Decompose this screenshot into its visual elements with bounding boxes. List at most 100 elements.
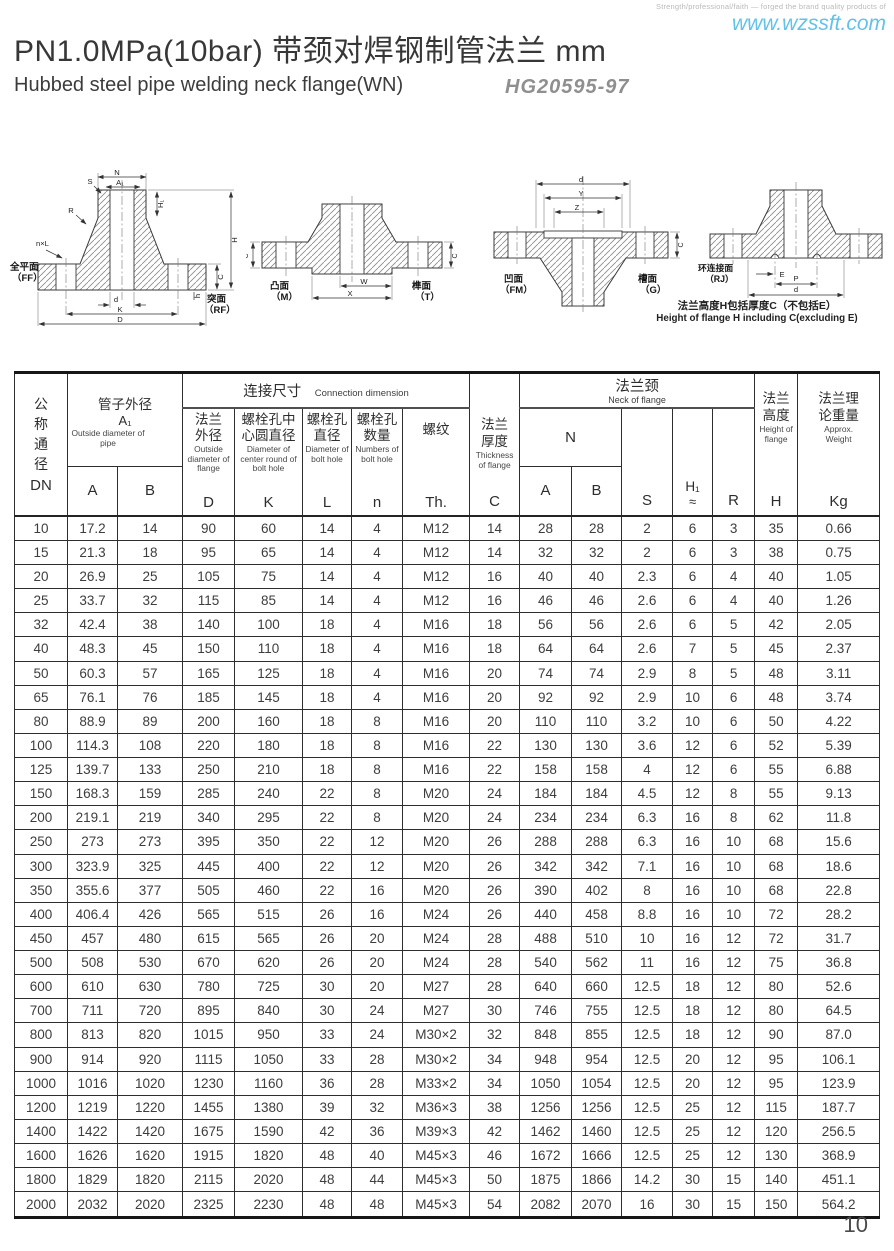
table-cell: 220	[182, 732, 235, 759]
dim-label-c: C	[678, 242, 683, 247]
table-cell: 21.3	[67, 539, 118, 566]
col-header-neck-b: B	[571, 465, 623, 517]
table-cell: 1020	[117, 1070, 183, 1096]
table-cell: 350	[14, 877, 68, 903]
table-cell: M16	[401, 708, 471, 734]
table-cell: 33	[302, 1022, 352, 1048]
table-cell: 125	[234, 660, 303, 686]
table-cell: 60	[234, 514, 303, 541]
table-cell: 12	[712, 974, 756, 1000]
drawing-flange-m-t: W X C C 凸面 （M） 榫面 （T）	[246, 196, 458, 303]
table-cell: 1015	[182, 1022, 235, 1048]
table-cell: 240	[234, 781, 303, 807]
table-cell: 1230	[182, 1070, 235, 1096]
table-cell: 16	[672, 949, 714, 976]
table-cell: 46	[469, 1142, 521, 1169]
table-cell: 2070	[571, 1191, 623, 1218]
table-cell: 32	[519, 539, 573, 566]
table-cell: 900	[14, 1046, 68, 1072]
face-label-g: 槽面	[638, 273, 658, 285]
table-cell: 48	[302, 1142, 352, 1169]
table-cell: 755	[571, 998, 623, 1024]
table-cell: 12.5	[621, 1070, 674, 1096]
flange-od-cn: 法兰外径	[195, 411, 222, 443]
table-cell: 16	[672, 829, 714, 855]
table-cell: 12	[672, 732, 714, 759]
table-cell: 24	[351, 998, 403, 1024]
col-group-neck: 法兰颈 Neck of flange	[519, 372, 756, 409]
dim-label-c: C	[216, 274, 225, 280]
table-cell: 16	[351, 877, 403, 903]
bolt-circle-cn: 螺栓孔中心圆直径	[241, 411, 296, 443]
table-cell: M30×2	[401, 1022, 471, 1048]
table-cell: 920	[117, 1046, 183, 1072]
table-row: 350 355.6 377 505 460 22 16 M20 26 390 402 8 16 10 68 2…	[14, 877, 881, 903]
table-cell: 250	[182, 756, 235, 783]
table-cell: 28	[469, 974, 521, 1000]
dim-label-d: d	[114, 295, 118, 304]
table-cell: 256.5	[797, 1118, 881, 1145]
table-cell: 30	[672, 1191, 714, 1218]
table-cell: 12	[712, 998, 756, 1024]
face-label-fm: 凹面	[504, 274, 524, 285]
table-cell: 150	[182, 636, 235, 662]
table-cell: 948	[519, 1046, 573, 1072]
table-cell: 22.8	[797, 877, 881, 903]
table-cell: 10	[712, 829, 756, 855]
dim-label-z: Z	[575, 203, 580, 212]
page-title: PN1.0MPa(10bar) 带颈对焊钢制管法兰 mm	[14, 35, 607, 68]
table-cell: 42	[302, 1118, 352, 1145]
table-cell: 8	[351, 781, 403, 807]
connection-en: Connection dimension	[314, 387, 409, 399]
table-cell: 5	[712, 612, 756, 638]
table-cell: 5	[712, 660, 756, 686]
table-cell: 24	[469, 805, 521, 831]
table-cell: 2.6	[621, 588, 674, 614]
table-cell: 68	[754, 853, 799, 879]
table-cell: 2115	[182, 1167, 235, 1193]
table-cell: 426	[117, 901, 183, 927]
table-cell: 1455	[182, 1094, 235, 1120]
table-cell: 1422	[67, 1118, 118, 1145]
col-header-flange-od: 法兰外径 Outside diameter of flange D	[182, 407, 235, 516]
table-cell: 1675	[182, 1118, 235, 1145]
weight-cn: 法兰理论重量	[818, 391, 859, 423]
pipe-od-en: Outside diameter of pipe	[71, 428, 145, 448]
face-label-t: 榫面	[411, 280, 432, 292]
table-cell: 620	[234, 949, 303, 976]
table-cell: 115	[182, 588, 235, 614]
table-cell: 4	[351, 684, 403, 710]
table-row: 800 813 820 1015 950 33 24 M30×2 32 848 855 12.5 18 1…	[14, 1022, 881, 1048]
table-cell: M36×3	[401, 1094, 471, 1120]
table-cell: 187.7	[797, 1094, 881, 1120]
table-cell: 130	[519, 732, 573, 759]
table-cell: 12	[712, 1118, 756, 1145]
table-cell: M16	[401, 684, 471, 710]
table-cell: 42	[469, 1118, 521, 1145]
table-cell: 4	[351, 660, 403, 686]
table-cell: 28	[469, 949, 521, 976]
table-cell: 800	[14, 1022, 68, 1048]
table-cell: M24	[401, 901, 471, 927]
table-cell: 1.26	[797, 588, 881, 614]
table-cell: 288	[519, 829, 573, 855]
table-cell: 14	[469, 514, 521, 541]
table-cell: 2	[621, 539, 674, 566]
table-cell: 1050	[234, 1046, 303, 1072]
table-cell: 16	[469, 588, 521, 614]
table-cell: 110	[234, 636, 303, 662]
table-cell: 18	[672, 974, 714, 1000]
table-cell: 158	[571, 756, 623, 783]
table-cell: 1200	[14, 1094, 68, 1120]
table-cell: 50	[469, 1167, 521, 1193]
dim-label-p: P	[793, 274, 798, 283]
table-cell: 89	[117, 708, 183, 734]
table-cell: 80	[754, 998, 799, 1024]
table-cell: 48	[302, 1191, 352, 1218]
table-row: 80 88.9 89 200 160 18 8 M16 20 110 110 3.2 10 6 50 4.22	[14, 708, 881, 734]
table-cell: 400	[14, 901, 68, 927]
table-cell: M16	[401, 612, 471, 638]
table-cell: 18	[302, 660, 352, 686]
table-cell: 65	[234, 539, 303, 566]
